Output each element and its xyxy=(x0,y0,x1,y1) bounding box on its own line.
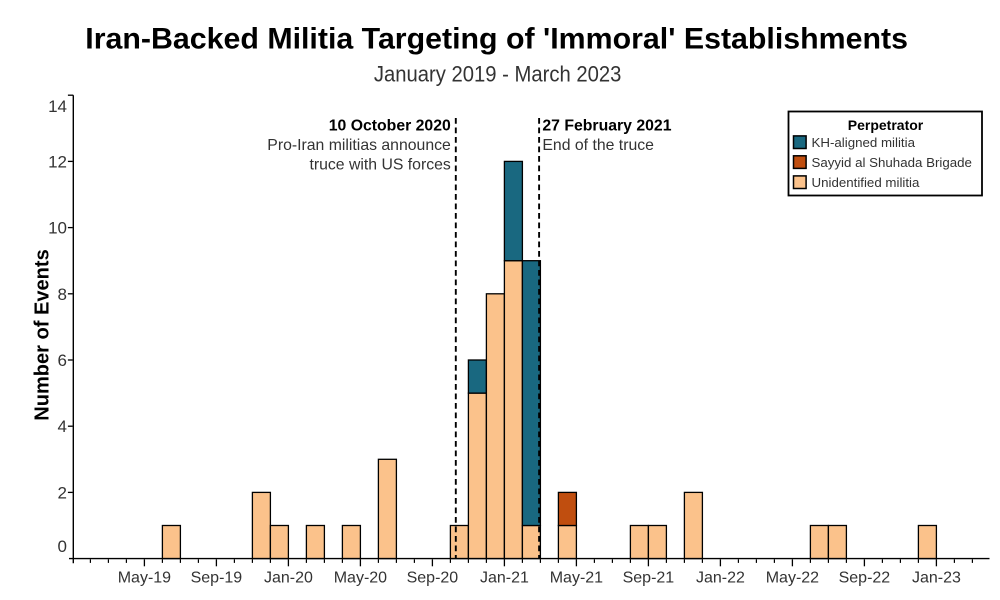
svg-text:Jan-21: Jan-21 xyxy=(480,569,529,586)
svg-text:May-21: May-21 xyxy=(550,569,603,586)
svg-text:14: 14 xyxy=(48,97,67,116)
svg-text:0: 0 xyxy=(58,537,67,556)
svg-text:4: 4 xyxy=(58,417,67,436)
svg-text:Number of Events: Number of Events xyxy=(32,249,54,421)
svg-text:27 February 2021: 27 February 2021 xyxy=(542,117,671,134)
svg-text:10 October 2020: 10 October 2020 xyxy=(329,117,451,134)
svg-text:Sayyid al Shuhada Brigade: Sayyid al Shuhada Brigade xyxy=(812,155,972,170)
svg-text:Jan-23: Jan-23 xyxy=(912,569,961,586)
svg-text:2: 2 xyxy=(58,483,67,502)
svg-text:Sep-22: Sep-22 xyxy=(839,569,891,586)
svg-text:May-19: May-19 xyxy=(118,569,171,586)
svg-text:January 2019 - March 2023: January 2019 - March 2023 xyxy=(374,61,622,86)
svg-text:Jan-22: Jan-22 xyxy=(696,569,745,586)
svg-text:Perpetrator: Perpetrator xyxy=(848,117,924,133)
svg-text:Unidentified militia: Unidentified militia xyxy=(812,175,921,190)
svg-text:10: 10 xyxy=(48,219,67,238)
svg-text:Iran-Backed Militia Targeting: Iran-Backed Militia Targeting of 'Immora… xyxy=(85,23,908,56)
svg-text:Pro-Iran militias announce: Pro-Iran militias announce xyxy=(267,137,451,154)
svg-text:May-22: May-22 xyxy=(766,569,819,586)
svg-text:May-20: May-20 xyxy=(334,569,387,586)
svg-text:8: 8 xyxy=(58,285,67,304)
svg-text:12: 12 xyxy=(48,152,67,171)
svg-text:Sep-21: Sep-21 xyxy=(623,569,675,586)
svg-text:Sep-19: Sep-19 xyxy=(191,569,243,586)
svg-text:truce with US forces: truce with US forces xyxy=(309,157,450,174)
svg-text:Jan-20: Jan-20 xyxy=(264,569,313,586)
svg-text:KH-aligned militia: KH-aligned militia xyxy=(812,135,916,150)
svg-text:6: 6 xyxy=(58,351,67,370)
svg-text:Sep-20: Sep-20 xyxy=(407,569,459,586)
svg-text:End of the truce: End of the truce xyxy=(542,137,654,154)
